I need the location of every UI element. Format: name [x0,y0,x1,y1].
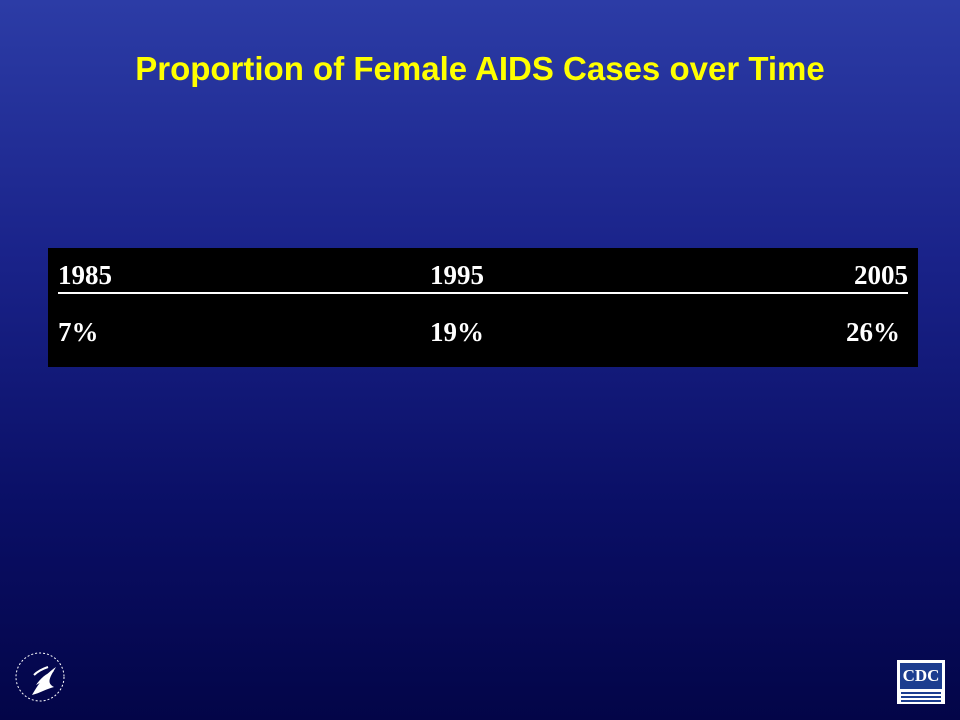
hhs-seal [15,652,65,702]
cdc-logo-text: CDC [900,663,942,689]
table-cell: 19% [430,317,484,347]
cdc-logo: CDC [897,660,945,704]
slide-title: Proportion of Female AIDS Cases over Tim… [135,50,825,87]
table-cell: 7% [58,317,99,347]
table-header-cell: 2005 [854,260,908,290]
table-header-cell: 1985 [58,260,112,290]
table-cell: 26% [846,317,900,347]
data-table: 1985 1995 2005 7% 19% 26% [48,248,918,367]
table-header-cell: 1995 [430,260,484,290]
header-rule [58,292,908,294]
